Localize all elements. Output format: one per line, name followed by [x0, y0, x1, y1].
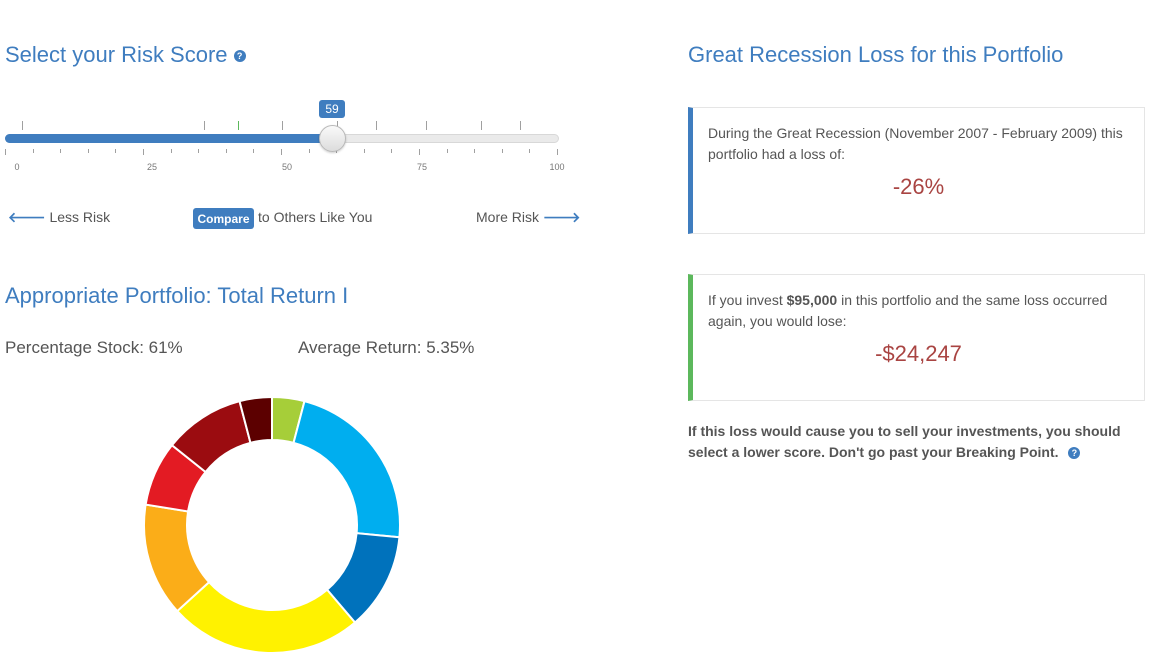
investment-loss-text: If you invest $95,000 in this portfolio … [708, 290, 1128, 332]
more-risk-label: More Risk [476, 209, 540, 225]
recession-title: Great Recession Loss for this Portfolio [688, 42, 1064, 67]
tick-label: 75 [416, 162, 428, 172]
marker-tick [238, 121, 239, 130]
question-circle-icon[interactable]: ? [233, 50, 246, 63]
more-risk-link[interactable]: More Risk 🡒 [476, 209, 580, 226]
loss-percent: -26% [892, 174, 945, 199]
donut-segment-2[interactable] [292, 399, 401, 539]
minor-tick [281, 149, 282, 155]
minor-tick [115, 149, 116, 153]
minor-tick [33, 149, 34, 153]
arrow-right-icon: 🡒 [542, 209, 581, 225]
minor-tick [309, 149, 310, 153]
minor-tick [143, 149, 144, 155]
invest-suffix: in this portfolio and the same loss occu… [708, 292, 1108, 329]
minor-tick [171, 149, 172, 153]
allocation-donut-chart [143, 395, 401, 654]
slider-fill [5, 134, 332, 143]
marker-tick [376, 121, 377, 130]
donut-segment-4[interactable] [175, 580, 357, 654]
minor-tick [419, 149, 420, 155]
minor-tick [391, 149, 392, 153]
average-return: Average Return: 5.35% [298, 338, 475, 357]
percentage-stock: Percentage Stock: 61% [5, 338, 183, 357]
invest-prefix: If you invest [708, 292, 787, 308]
risk-score-slider[interactable]: 59 0 25 50 75 100 [5, 100, 565, 180]
minor-tick [5, 149, 6, 155]
tick-label: 100 [549, 162, 565, 172]
less-risk-label: Less Risk [49, 209, 111, 225]
compare-text: to Others Like You [258, 209, 373, 225]
tick-label: 25 [146, 162, 158, 172]
compare-button[interactable]: Compare [193, 208, 254, 229]
marker-tick [481, 121, 482, 130]
arrow-left-icon: 🡐 [8, 209, 46, 225]
invest-amount: $95,000 [786, 292, 838, 308]
tick-label: 50 [281, 162, 293, 172]
recession-loss-box: During the Great Recession (November 200… [688, 107, 1145, 234]
minor-tick [502, 149, 503, 153]
minor-tick [226, 149, 227, 153]
warning-text: If this loss would cause you to sell you… [688, 423, 1121, 460]
marker-tick [204, 121, 205, 130]
minor-tick [88, 149, 89, 153]
risk-score-heading: Select your Risk Score ? [5, 42, 246, 68]
minor-tick [253, 149, 254, 153]
minor-tick [529, 149, 530, 153]
marker-tick [22, 121, 23, 130]
risk-score-title: Select your Risk Score [5, 42, 228, 67]
score-bubble: 59 [319, 100, 345, 118]
slider-handle[interactable] [319, 125, 346, 152]
portfolio-title: Appropriate Portfolio: Total Return I [5, 283, 349, 308]
minor-tick [364, 149, 365, 153]
breaking-point-warning: If this loss would cause you to sell you… [688, 421, 1148, 463]
marker-tick [282, 121, 283, 130]
minor-tick [198, 149, 199, 153]
minor-tick [60, 149, 61, 153]
minor-tick [447, 149, 448, 153]
question-circle-icon[interactable]: ? [1068, 447, 1081, 460]
minor-tick [474, 149, 475, 153]
less-risk-link[interactable]: 🡐 Less Risk [8, 209, 110, 226]
tick-label: 0 [14, 162, 20, 172]
marker-tick [520, 121, 521, 130]
loss-amount: -$24,247 [875, 341, 962, 366]
investment-loss-box: If you invest $95,000 in this portfolio … [688, 274, 1145, 401]
minor-tick [557, 149, 558, 155]
marker-tick [426, 121, 427, 130]
donut-segment-8[interactable] [238, 395, 273, 445]
recession-loss-text: During the Great Recession (November 200… [708, 125, 1123, 162]
